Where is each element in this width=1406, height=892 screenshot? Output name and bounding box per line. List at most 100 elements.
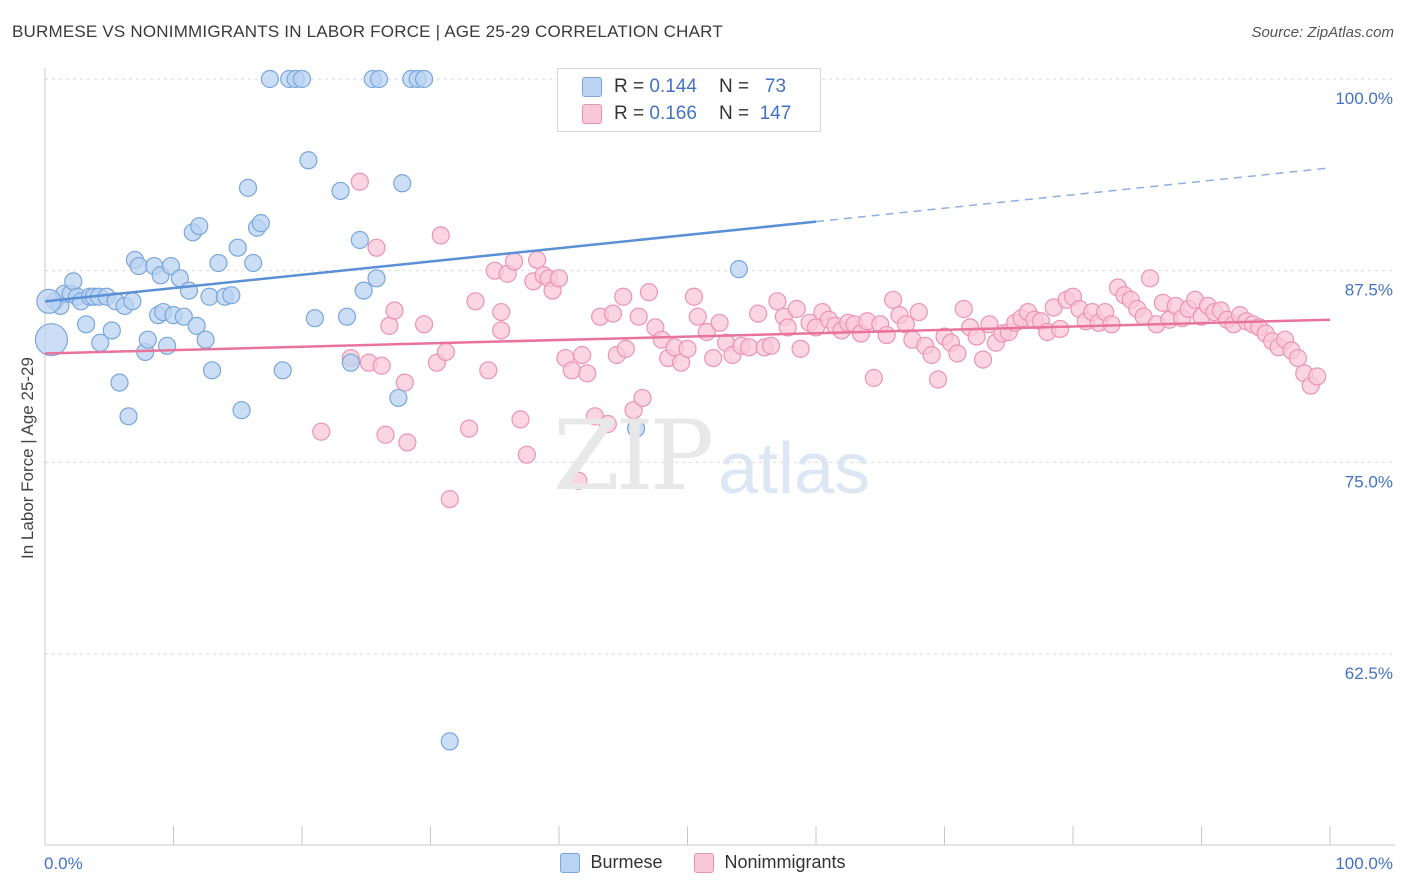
burmese-point xyxy=(251,214,270,233)
burmese-point xyxy=(367,269,386,288)
nonimmigrants-point xyxy=(684,287,704,306)
legend-item-nonimmigrants[interactable]: Nonimmigrants xyxy=(694,852,846,873)
legend-n-value: 147 xyxy=(759,103,792,124)
nonimmigrants-point xyxy=(967,327,986,346)
nonimmigrants-point xyxy=(395,373,414,392)
nonimmigrants-point xyxy=(896,315,916,334)
burmese-point xyxy=(337,307,357,326)
legend-n-label: N = xyxy=(718,103,750,124)
burmese-trendline-extension xyxy=(815,167,1331,223)
burmese-point xyxy=(260,69,279,89)
legend-label-burmese: Burmese xyxy=(590,852,663,872)
nonimmigrants-point xyxy=(492,302,511,322)
nonimmigrants-point xyxy=(504,252,524,271)
burmese-point xyxy=(440,732,459,751)
burmese-point xyxy=(123,292,142,311)
legend-item-burmese[interactable]: Burmese xyxy=(560,852,662,873)
burmese-point xyxy=(196,330,215,349)
nonimmigrants-point xyxy=(614,287,633,306)
nonimmigrants-point xyxy=(928,370,948,389)
burmese-point xyxy=(370,69,389,89)
nonimmigrants-point xyxy=(372,356,391,375)
nonimmigrants-point xyxy=(688,307,707,326)
nonimmigrants-point xyxy=(761,336,781,355)
nonimmigrants-point xyxy=(440,490,459,509)
burmese-point xyxy=(626,419,646,438)
series-legend: Burmese Nonimmigrants xyxy=(0,852,1406,873)
nonimmigrants-point xyxy=(578,364,597,383)
nonimmigrants-point xyxy=(639,283,659,302)
y-tick-label: 75.0% xyxy=(1345,472,1393,491)
burmese-swatch xyxy=(560,852,581,873)
nonimmigrants-point xyxy=(704,348,723,368)
nonimmigrants-point xyxy=(436,342,456,362)
legend-row-burmese: R = 0.144 N = 73 xyxy=(582,74,786,100)
nonimmigrants-point xyxy=(909,302,928,322)
burmese-point xyxy=(354,281,373,300)
burmese-point xyxy=(299,151,318,170)
legend-r-value: 0.144 xyxy=(649,76,697,97)
watermark-atlas: atlas xyxy=(718,429,871,509)
nonimmigrants-point xyxy=(1288,348,1307,368)
burmese-point xyxy=(393,174,412,193)
burmese-point xyxy=(161,256,181,276)
burmese-point xyxy=(200,287,219,306)
burmese-point xyxy=(34,323,69,357)
nonimmigrants-point xyxy=(633,388,652,408)
burmese-point xyxy=(202,361,222,380)
burmese-point xyxy=(238,178,258,197)
nonimmigrants-point xyxy=(603,304,623,323)
burmese-swatch xyxy=(582,77,602,97)
burmese-point xyxy=(209,253,228,273)
nonimmigrants-point xyxy=(573,345,592,365)
legend-r-value: 0.166 xyxy=(649,103,697,124)
nonimmigrants-point xyxy=(459,419,479,438)
burmese-point xyxy=(729,260,749,279)
nonimmigrants-point xyxy=(385,301,404,320)
burmese-point xyxy=(187,316,206,335)
nonimmigrants-point xyxy=(569,471,588,490)
burmese-point xyxy=(292,69,312,89)
legend-n-value: 73 xyxy=(764,76,787,97)
nonimmigrants-point xyxy=(877,325,896,345)
nonimmigrants-point xyxy=(624,401,643,420)
burmese-point xyxy=(102,321,121,340)
y-tick-label: 62.5% xyxy=(1345,664,1393,683)
burmese-point xyxy=(190,217,209,236)
burmese-point xyxy=(174,307,193,326)
burmese-point xyxy=(232,401,251,420)
nonimmigrants-point xyxy=(749,304,768,323)
nonimmigrants-point xyxy=(948,344,967,363)
nonimmigrants-point xyxy=(778,318,797,337)
nonimmigrants-point xyxy=(740,338,759,357)
nonimmigrants-point xyxy=(768,292,787,311)
nonimmigrants-point xyxy=(528,250,547,270)
nonimmigrants-trendline xyxy=(44,318,1331,355)
burmese-point xyxy=(414,69,434,89)
nonimmigrants-point xyxy=(1140,269,1160,288)
x-tick-label: 100.0% xyxy=(1335,854,1393,873)
legend-label-nonimmigrants: Nonimmigrants xyxy=(724,852,846,872)
chart-title: BURMESE VS NONIMMIGRANTS IN LABOR FORCE … xyxy=(12,22,723,41)
burmese-point xyxy=(341,353,360,372)
burmese-point xyxy=(119,407,138,426)
y-axis-label: In Labor Force | Age 25-29 xyxy=(18,357,37,559)
burmese-point xyxy=(138,330,157,349)
nonimmigrants-point xyxy=(791,339,810,358)
nonimmigrants-point xyxy=(511,410,530,429)
nonimmigrants-point xyxy=(479,361,498,380)
burmese-point xyxy=(157,336,177,355)
nonimmigrants-point xyxy=(787,299,806,319)
y-tick-label: 100.0% xyxy=(1335,89,1393,108)
burmese-point xyxy=(77,315,96,334)
nonimmigrants-point xyxy=(398,433,417,452)
nonimmigrants-point xyxy=(312,422,331,441)
nonimmigrants-point xyxy=(380,316,399,335)
burmese-point xyxy=(228,238,247,257)
nonimmigrants-swatch xyxy=(694,852,715,873)
burmese-point xyxy=(305,309,324,328)
nonimmigrants-point xyxy=(466,292,485,311)
burmese-point xyxy=(331,181,350,201)
nonimmigrants-point xyxy=(414,315,434,334)
nonimmigrants-point xyxy=(629,307,648,326)
